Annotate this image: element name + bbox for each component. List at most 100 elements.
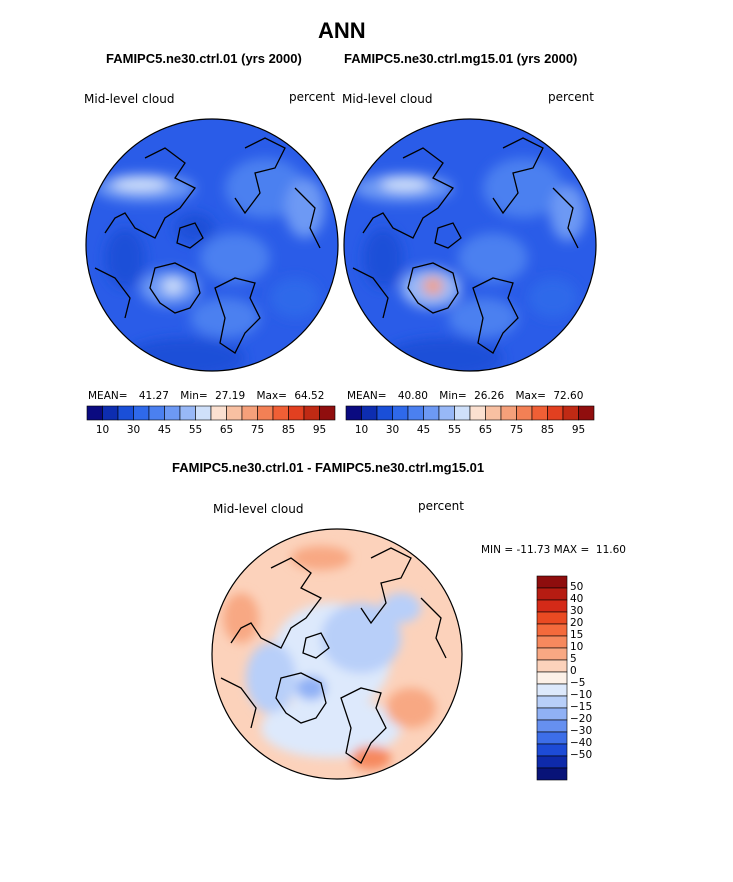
colorbar-swatch — [536, 683, 568, 697]
colorbar-swatch — [407, 405, 424, 421]
max-label: Max= — [515, 390, 546, 402]
colorbar-tick-label: −50 — [570, 749, 593, 761]
diff-patch — [261, 698, 401, 758]
colorbar-swatch — [536, 623, 568, 637]
min-label: Min= — [439, 390, 467, 402]
colorbar-swatch — [531, 405, 548, 421]
colorbar-swatch — [536, 743, 568, 757]
page-title: ANN — [318, 18, 366, 43]
colorbar-tick-label: 30 — [385, 424, 400, 436]
colorbar-swatch — [195, 405, 212, 421]
coastline — [234, 137, 286, 215]
diff-patch — [296, 676, 326, 700]
left-polar-map — [85, 118, 339, 372]
right-polar-map — [343, 118, 597, 372]
colorbar-swatch — [164, 405, 181, 421]
colorbar-swatch — [303, 405, 320, 421]
cloud-patch — [270, 278, 320, 318]
colorbar-tick-label: 40 — [570, 593, 584, 605]
right-units-label: percent — [548, 90, 594, 104]
colorbar-swatch — [547, 405, 564, 421]
colorbar-swatch — [536, 587, 568, 601]
colorbar-swatch — [392, 405, 409, 421]
colorbar-swatch — [179, 405, 196, 421]
cloud-patch — [285, 178, 325, 238]
colorbar-tick-label: −30 — [570, 725, 593, 737]
diff-patch — [223, 593, 259, 643]
diff-variable-label: Mid-level cloud — [213, 502, 304, 516]
colorbar-swatch — [469, 405, 486, 421]
colorbar-tick-label: 30 — [126, 424, 141, 436]
colorbar-tick-label: 95 — [571, 424, 586, 436]
colorbar-swatch — [536, 695, 568, 709]
colorbar-swatch — [536, 707, 568, 721]
right-panel-title: FAMIPC5.ne30.ctrl.mg15.01 (yrs 2000) — [344, 51, 578, 66]
difference-polar-map — [211, 528, 463, 780]
cloud-patch — [225, 158, 305, 218]
left-stats: MEAN= 41.27 Min= 27.19 Max= 64.52 — [88, 390, 324, 402]
cloud-patch — [105, 228, 145, 288]
diff-patch — [386, 688, 436, 728]
colorbar-swatch — [319, 405, 336, 421]
colorbar-swatch — [536, 635, 568, 649]
colorbar-swatch — [86, 405, 103, 421]
colorbar-swatch — [438, 405, 455, 421]
cloud-patch — [458, 233, 528, 283]
map-boundary — [343, 118, 597, 372]
colorbar-tick-label: −10 — [570, 689, 593, 701]
left-colorbar-ticks: 10 30 45 55 65 75 85 95 — [87, 424, 335, 438]
colorbar-tick-label: 50 — [570, 581, 584, 593]
coastline — [275, 672, 327, 724]
colorbar-tick-label: −40 — [570, 737, 593, 749]
diff-patch — [246, 643, 296, 713]
colorbar-tick-label: 85 — [540, 424, 555, 436]
left-variable-label: Mid-level cloud — [84, 92, 175, 106]
cloud-patch — [381, 177, 429, 191]
coastline — [94, 267, 131, 319]
diff-range-text: MIN = -11.73 MAX = 11.60 — [481, 544, 626, 556]
coastline — [407, 262, 459, 314]
coastline — [362, 147, 454, 239]
coastline — [420, 597, 447, 659]
cloud-patch — [363, 228, 403, 288]
colorbar-tick-label: 65 — [219, 424, 234, 436]
colorbar-tick-label: 10 — [95, 424, 110, 436]
vertical-colorbar — [536, 575, 568, 781]
colorbar-swatch — [117, 405, 134, 421]
colorbar-swatch — [102, 405, 119, 421]
diff-patch — [351, 746, 391, 770]
right-variable-label: Mid-level cloud — [342, 92, 433, 106]
diff-units-label: percent — [418, 499, 464, 513]
colorbar-swatch — [536, 671, 568, 685]
map-boundary — [85, 118, 339, 372]
colorbar-tick-label: 15 — [570, 629, 584, 641]
colorbar-swatch — [578, 405, 595, 421]
mean-value: 41.27 — [138, 390, 169, 402]
colorbar-tick-label: 30 — [570, 605, 584, 617]
coastline — [552, 187, 579, 249]
colorbar-tick-label: 10 — [570, 641, 584, 653]
colorbar-swatch — [536, 731, 568, 745]
colorbar-swatch — [423, 405, 440, 421]
colorbar-tick-label: 55 — [447, 424, 462, 436]
colorbar-tick-label: 5 — [570, 653, 577, 665]
left-units-label: percent — [289, 90, 335, 104]
coastline — [149, 262, 201, 314]
diff-patch — [291, 546, 351, 570]
colorbar-tick-label: 75 — [509, 424, 524, 436]
colorbar-swatch — [345, 405, 362, 421]
colorbar-tick-label: 85 — [281, 424, 296, 436]
min-value: 26.26 — [474, 390, 505, 402]
left-panel-title: FAMIPC5.ne30.ctrl.01 (yrs 2000) — [106, 51, 302, 66]
colorbar-tick-label: 95 — [312, 424, 327, 436]
coastline — [230, 557, 322, 649]
colorbar-tick-label: 10 — [354, 424, 369, 436]
coastline — [360, 547, 412, 625]
colorbar-swatch — [536, 755, 568, 769]
coastline — [294, 187, 321, 249]
colorbar-tick-label: 75 — [250, 424, 265, 436]
colorbar-swatch — [133, 405, 150, 421]
colorbar-swatch — [148, 405, 165, 421]
cloud-patch — [383, 338, 503, 371]
cloud-patch — [175, 213, 215, 243]
